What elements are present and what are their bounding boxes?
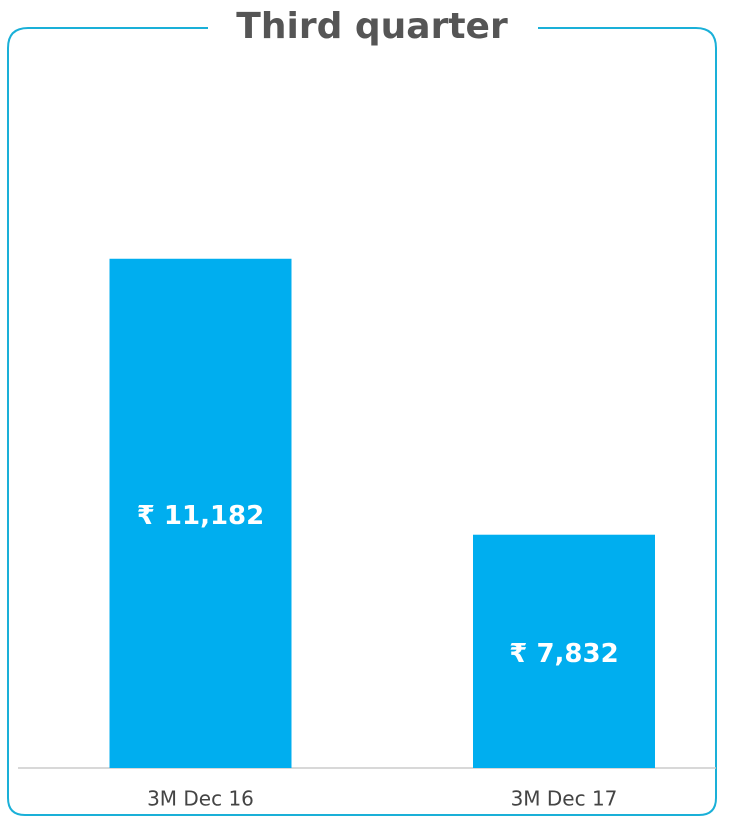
bar [473, 534, 655, 768]
x-tick-label: 3M Dec 17 [511, 787, 618, 811]
title-backdrop [208, 8, 538, 48]
value-label: ₹ 7,832 [509, 639, 618, 669]
chart-title: Third quarter [236, 6, 508, 47]
x-tick-label: 3M Dec 16 [147, 787, 254, 811]
bar [109, 258, 292, 768]
value-label: ₹ 11,182 [137, 501, 264, 531]
frame [7, 27, 717, 816]
